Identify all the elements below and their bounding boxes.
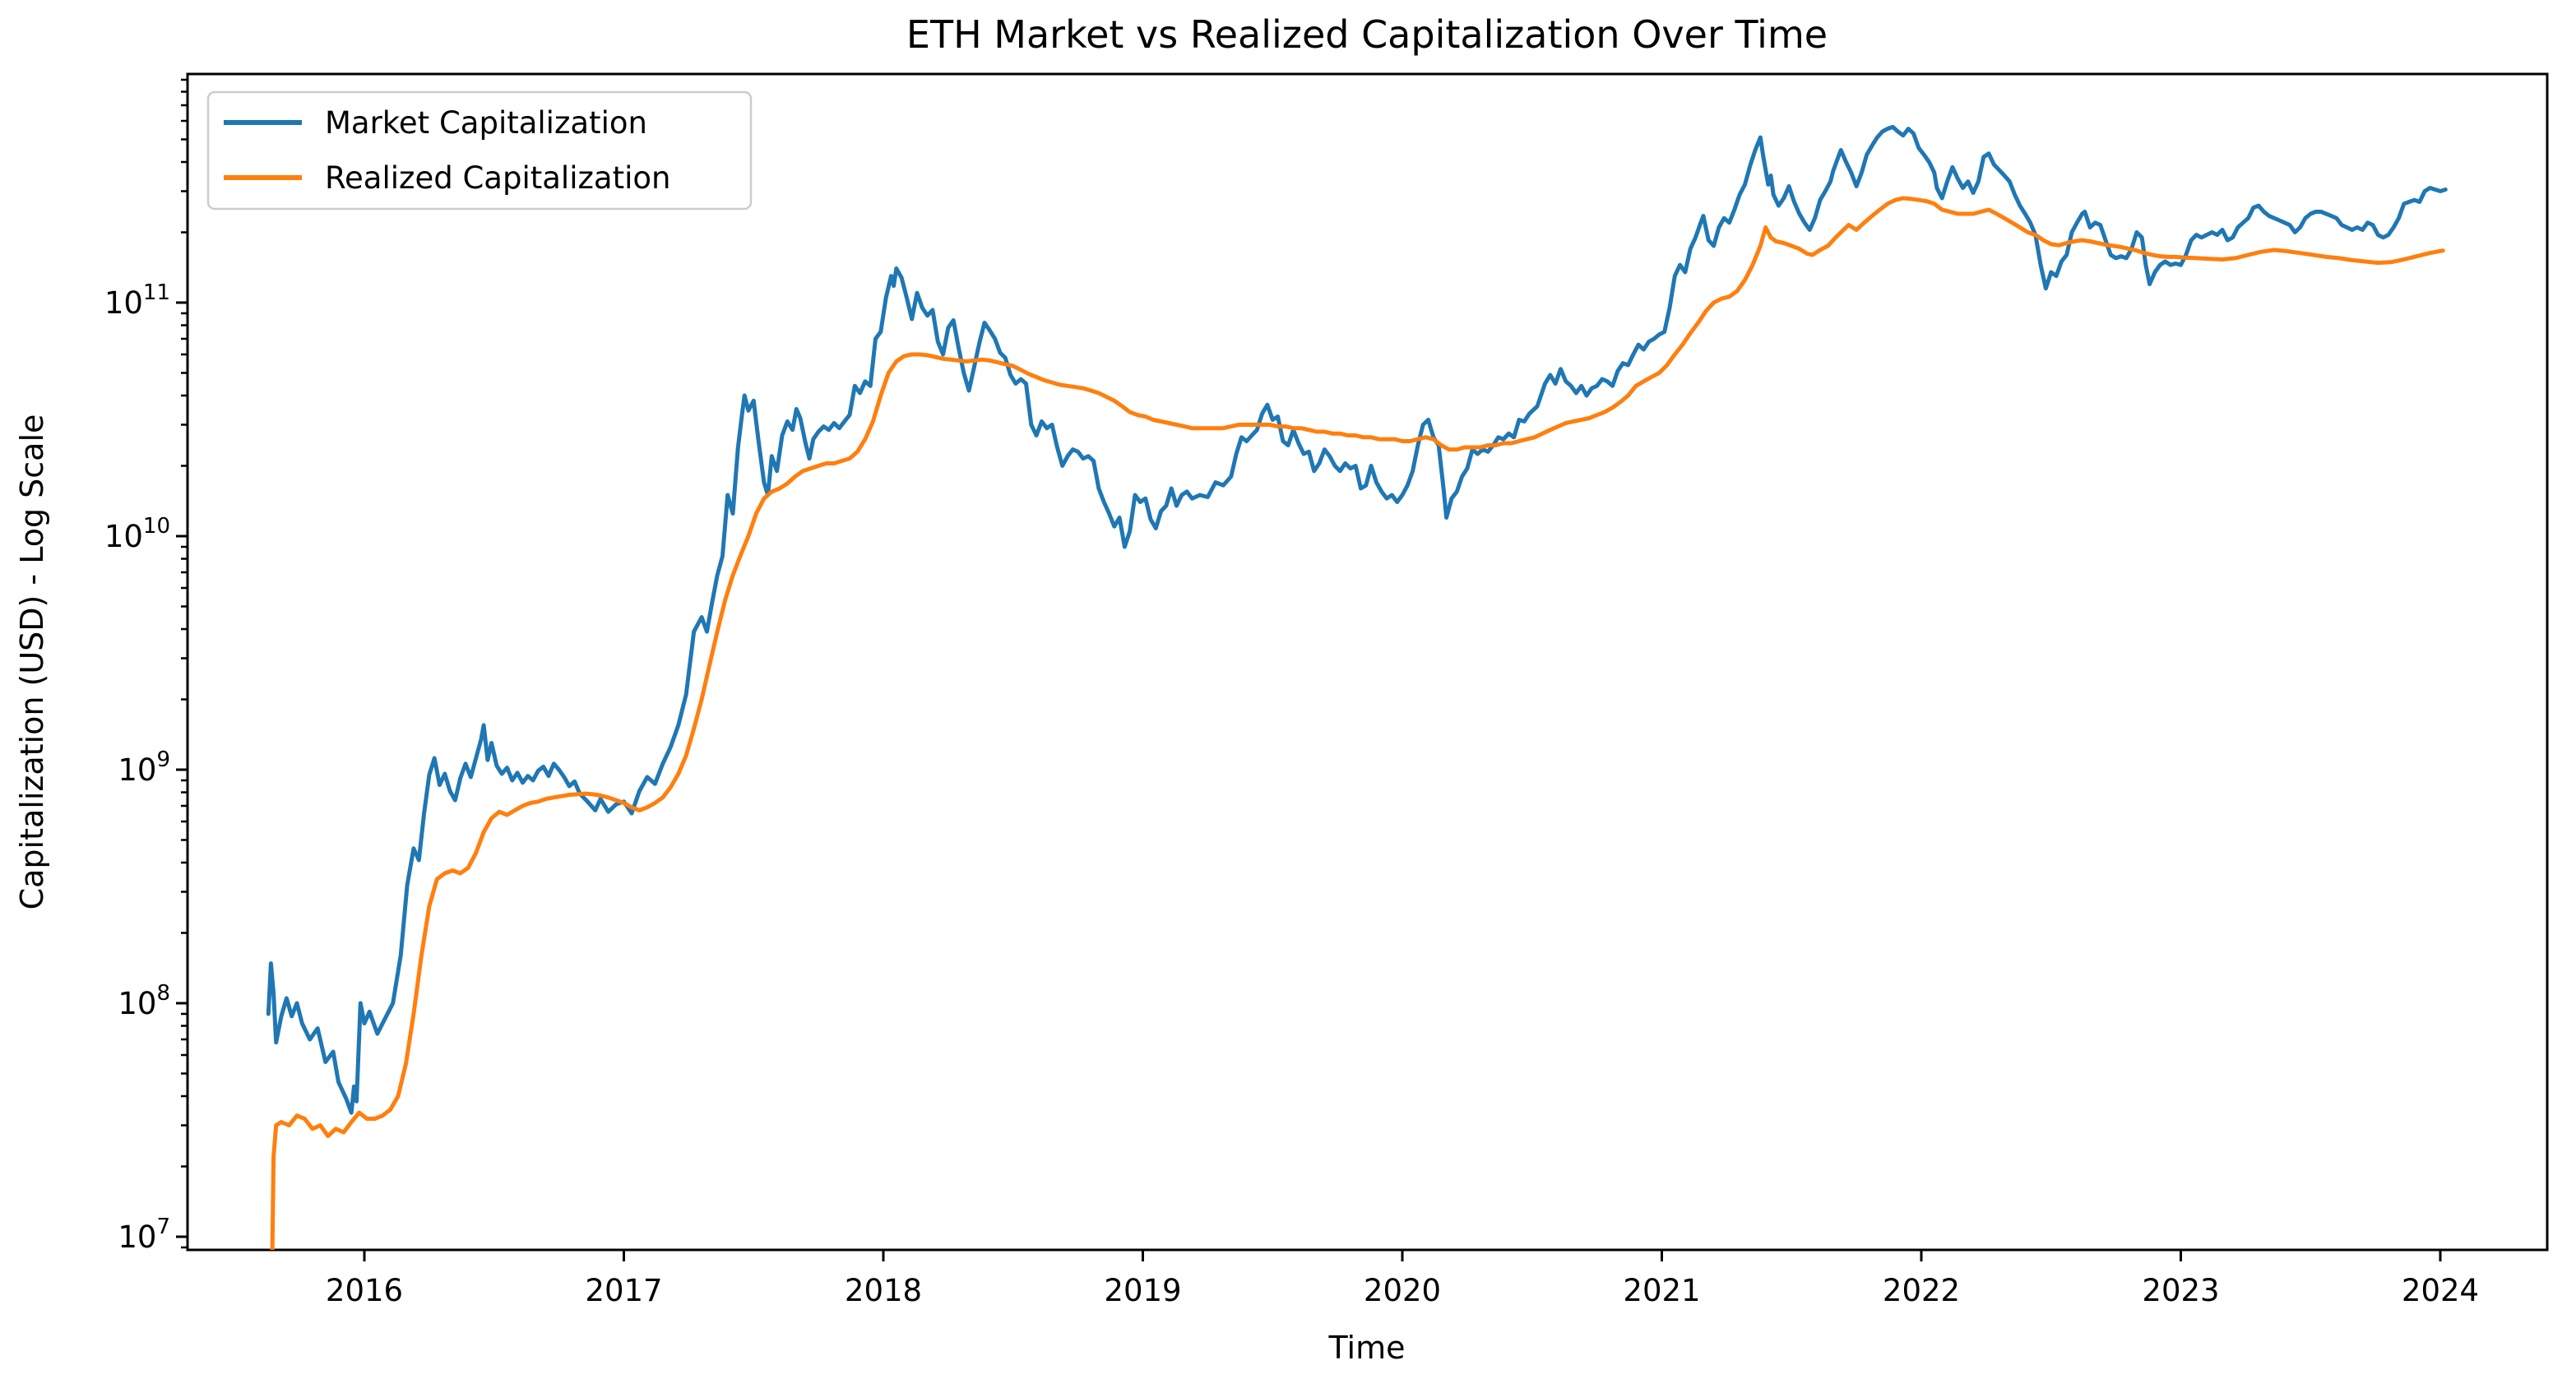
chart-title: ETH Market vs Realized Capitalization Ov…	[906, 12, 1828, 57]
x-axis: 2016 2017 2018 2019 2020 2021 2022 2023 2024	[326, 1250, 2479, 1308]
legend-box	[206, 90, 753, 211]
y-tick-label: 107	[118, 1215, 170, 1255]
legend-label-market: Market Capitalization	[325, 105, 647, 141]
x-tick-label: 2023	[2142, 1273, 2219, 1308]
x-tick-label: 2024	[2402, 1273, 2479, 1308]
y-tick-label: 109	[118, 747, 170, 788]
y-tick-label: 108	[118, 981, 170, 1021]
y-axis-label: Capitalization (USD) - Log Scale	[14, 414, 50, 910]
x-tick-label: 2016	[326, 1273, 403, 1308]
x-tick-label: 2021	[1623, 1273, 1700, 1308]
y-axis: 107 108 109 1010 1011	[104, 78, 188, 1255]
legend-entry-realized: Realized Capitalization	[224, 160, 670, 196]
legend: Market Capitalization Realized Capitaliz…	[206, 90, 753, 211]
x-tick-label: 2022	[1883, 1273, 1960, 1308]
plot-area	[186, 72, 2549, 1252]
y-tick-label: 1010	[104, 514, 170, 554]
series-group	[266, 124, 2448, 1250]
x-axis-label: Time	[1328, 1330, 1406, 1366]
x-tick-label: 2018	[845, 1273, 922, 1308]
x-tick-label: 2017	[585, 1273, 662, 1308]
x-tick-label: 2020	[1364, 1273, 1441, 1308]
x-tick-label: 2019	[1104, 1273, 1181, 1308]
legend-entry-market: Market Capitalization	[224, 105, 647, 141]
realized-cap-line	[270, 196, 2445, 1250]
market-cap-line	[266, 124, 2448, 1115]
y-tick-label: 1011	[104, 280, 170, 321]
legend-label-realized: Realized Capitalization	[325, 160, 670, 196]
